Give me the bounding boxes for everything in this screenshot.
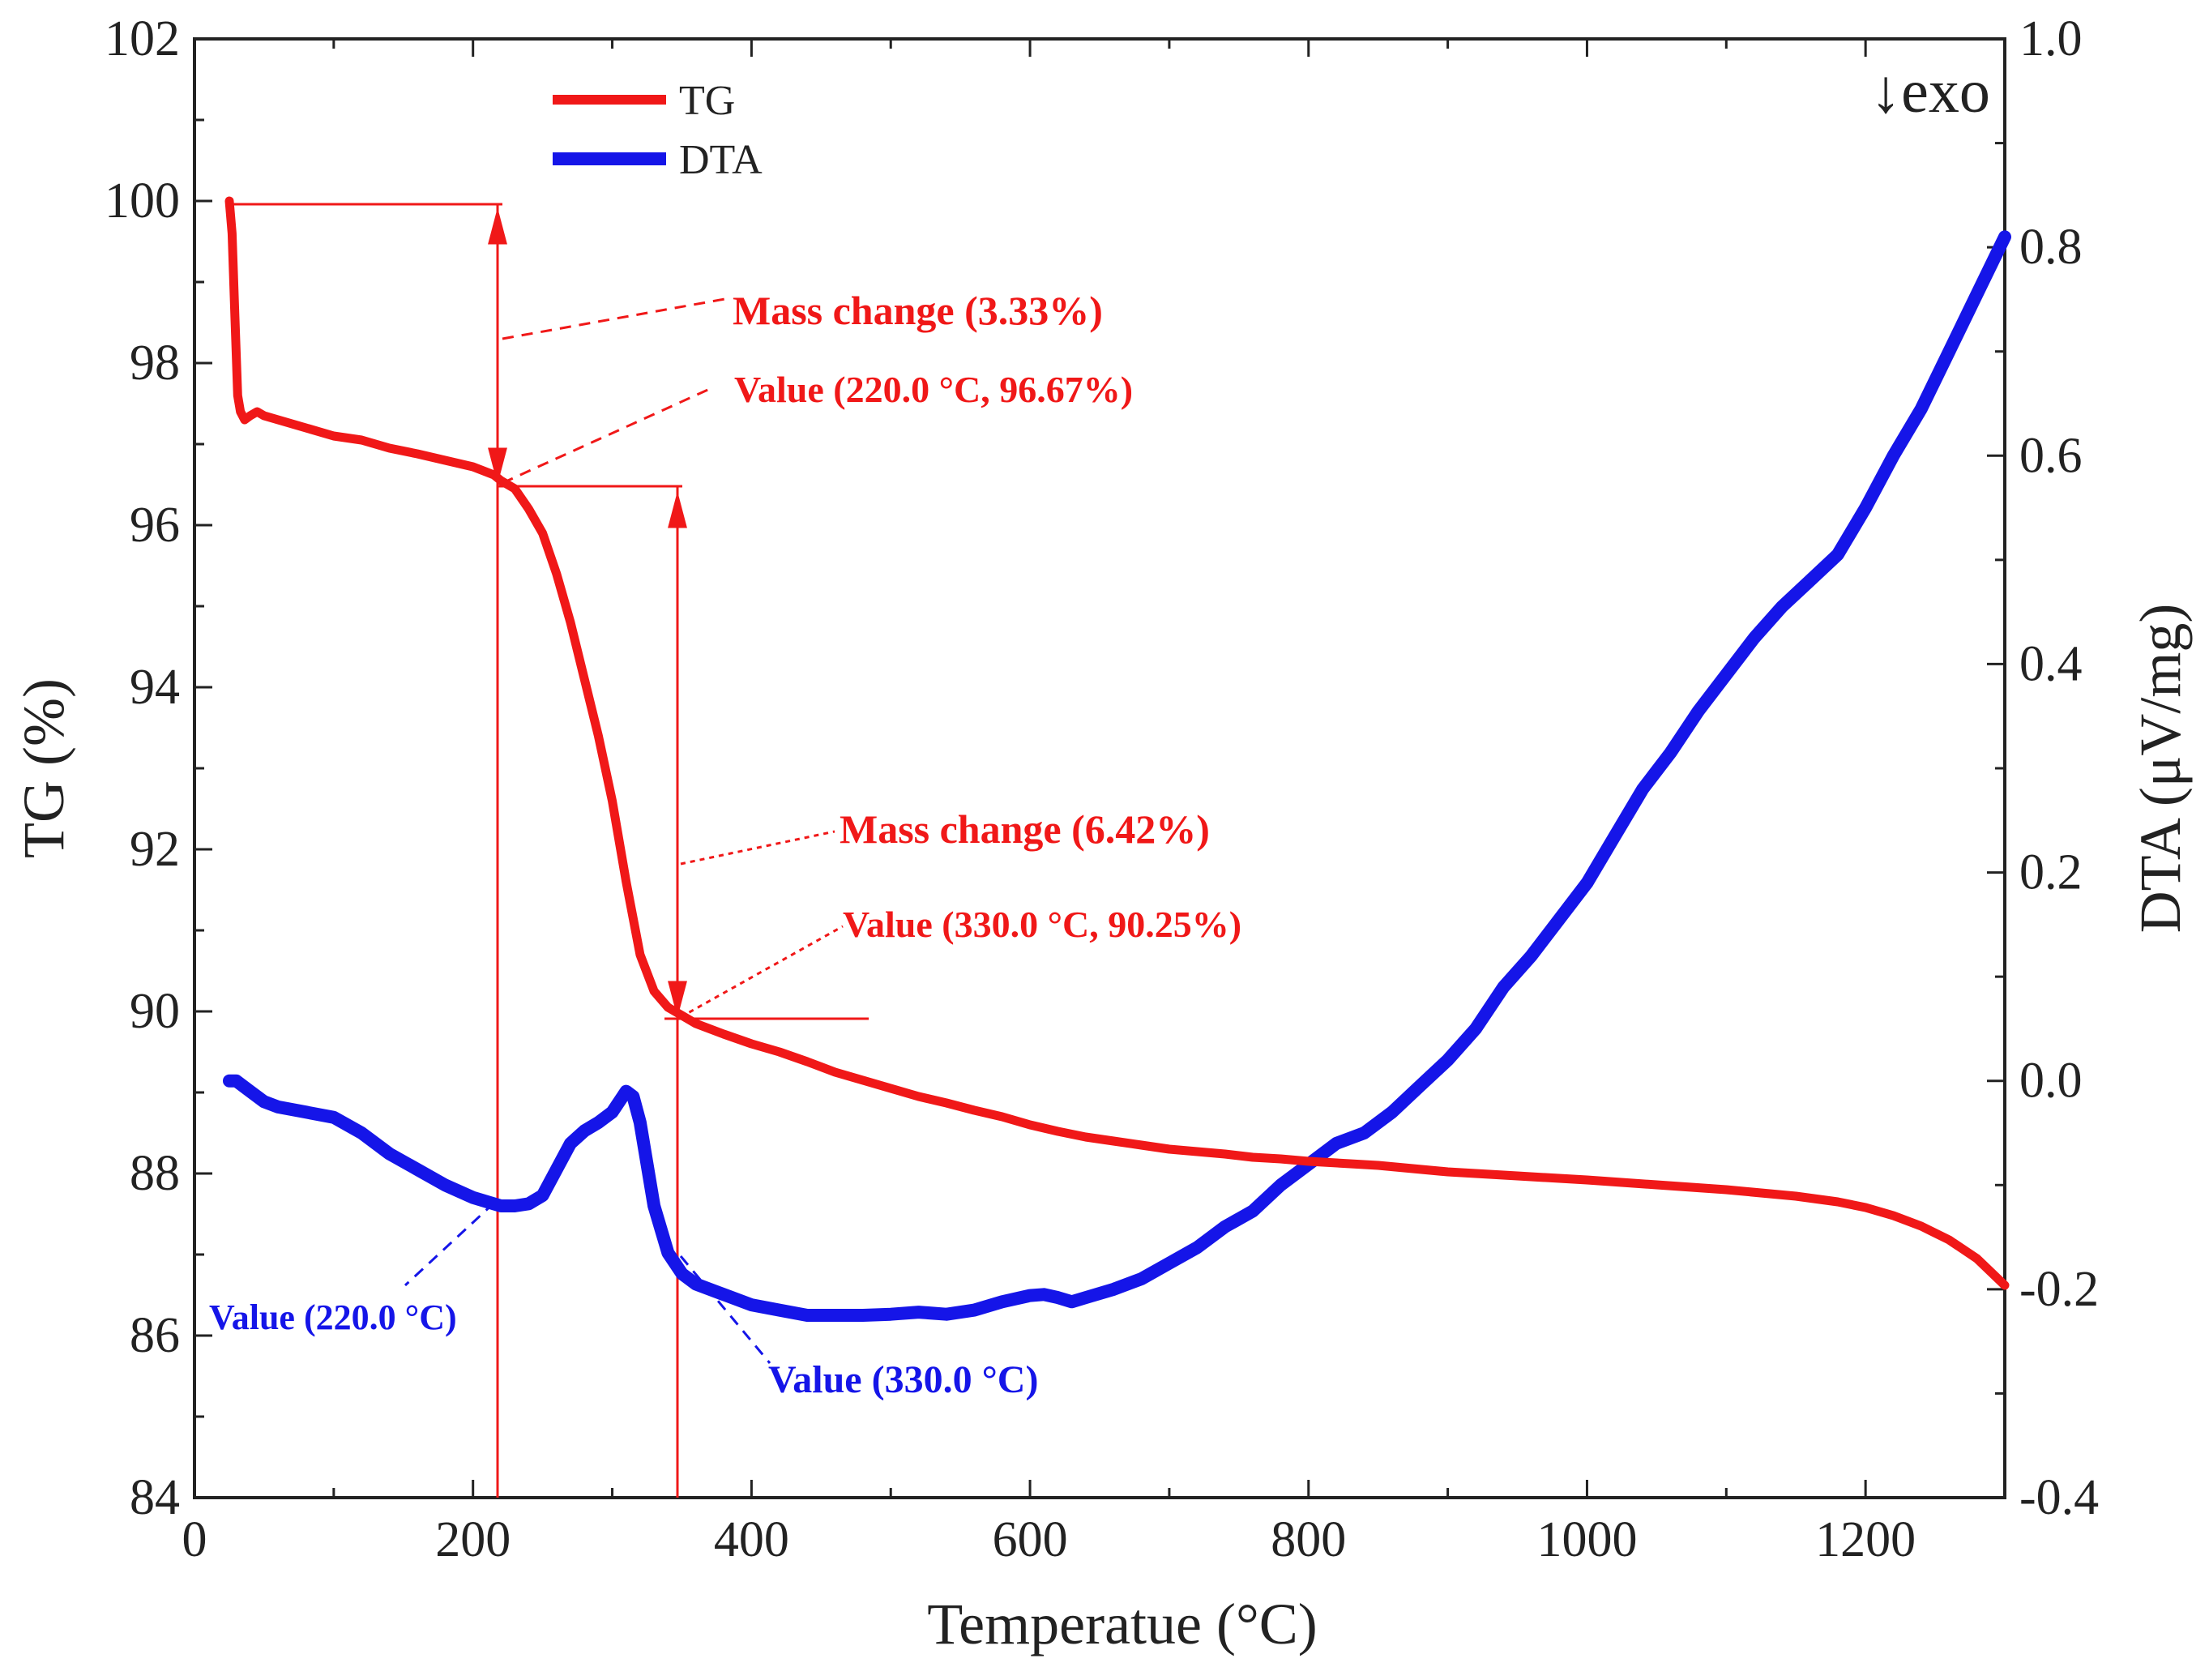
annotation-dta-value-2: Value (330.0 °C) — [768, 1358, 1038, 1401]
legend-tg-label: TG — [679, 78, 735, 124]
left-y-axis-ticks: 84 86 88 90 92 94 96 98 100 102 — [105, 11, 212, 1525]
x-tick-label: 200 — [435, 1512, 511, 1567]
x-tick-label: 1000 — [1536, 1512, 1637, 1567]
right-y-tick-label: 0.6 — [2019, 428, 2083, 483]
legend-dta-label: DTA — [679, 137, 763, 183]
left-y-axis-title: TG (%) — [11, 678, 76, 858]
annotation-dta-value-1: Value (220.0 °C) — [209, 1297, 457, 1337]
left-y-tick-label: 88 — [130, 1146, 180, 1201]
x-axis-ticks: 0 200 400 600 800 1000 1200 — [182, 39, 2006, 1567]
left-y-tick-label: 100 — [105, 173, 180, 229]
annotation-value-1: Value (220.0 °C, 96.67%) — [734, 369, 1133, 410]
dta-series-line — [223, 230, 2011, 1322]
tg-series-line — [224, 196, 2010, 1290]
right-y-tick-label: -0.4 — [2019, 1470, 2099, 1525]
exo-direction-label: ↓exo — [1870, 58, 1990, 126]
left-y-tick-label: 96 — [130, 498, 180, 553]
right-y-tick-label: 0.2 — [2019, 845, 2083, 900]
x-tick-label: 400 — [714, 1512, 789, 1567]
right-y-tick-label: 0.4 — [2019, 636, 2083, 691]
x-tick-label: 800 — [1271, 1512, 1346, 1567]
x-tick-label: 0 — [182, 1512, 207, 1567]
left-y-tick-label: 90 — [130, 984, 180, 1039]
x-tick-label: 600 — [993, 1512, 1068, 1567]
step1-arrow-up — [488, 207, 507, 245]
annotation-leader-lines — [404, 297, 844, 1364]
right-y-axis-title: DTA (μV/mg) — [2128, 604, 2193, 934]
left-y-tick-label: 94 — [130, 660, 180, 715]
legend: TG DTA — [553, 78, 763, 183]
tg-step-markers — [227, 203, 869, 1498]
annotation-mass-change-2: Mass change (6.42%) — [840, 806, 1210, 852]
plot-frame — [193, 37, 2006, 1499]
right-y-axis-ticks: -0.4 -0.2 0.0 0.2 0.4 0.6 0.8 1.0 — [1987, 11, 2099, 1525]
right-y-tick-label: -0.2 — [2019, 1262, 2099, 1317]
x-tick-label: 1200 — [1815, 1512, 1916, 1567]
left-y-tick-label: 86 — [130, 1308, 180, 1363]
step2-arrow-up — [668, 491, 687, 528]
left-y-tick-label: 92 — [130, 822, 180, 877]
step2-arrow-down — [668, 981, 687, 1018]
left-y-tick-label: 84 — [130, 1470, 180, 1525]
annotation-value-2: Value (330.0 °C, 90.25%) — [843, 904, 1241, 945]
left-y-tick-label: 98 — [130, 336, 180, 391]
step1-arrow-down — [488, 447, 507, 485]
right-y-tick-label: 0.0 — [2019, 1054, 2083, 1109]
right-y-tick-label: 0.8 — [2019, 220, 2083, 275]
left-y-tick-label: 102 — [105, 11, 180, 66]
x-axis-title: Temperatue (°C) — [927, 1592, 1318, 1656]
right-y-tick-label: 1.0 — [2019, 11, 2083, 66]
annotation-mass-change-1: Mass change (3.33%) — [733, 288, 1103, 333]
